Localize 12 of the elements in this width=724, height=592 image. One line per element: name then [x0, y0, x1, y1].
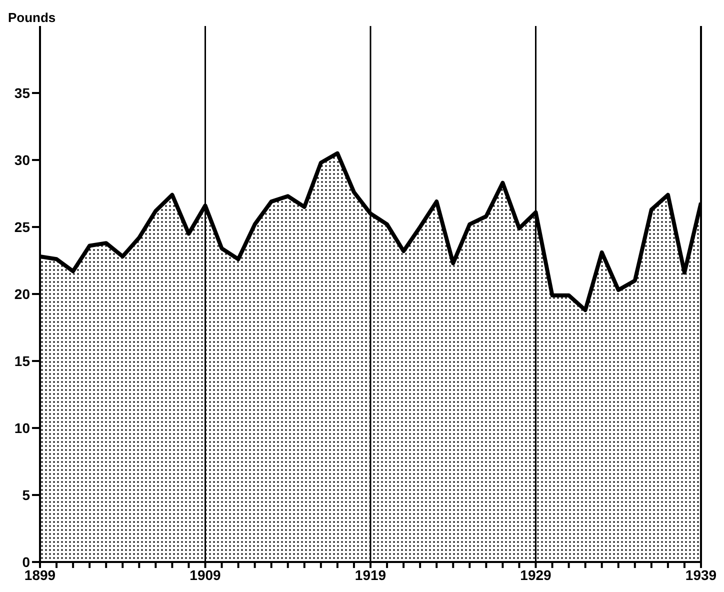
x-tick-label: 1919 [354, 566, 386, 583]
y-tick-label: 35 [14, 84, 30, 101]
y-tick-label: 5 [22, 486, 30, 503]
y-tick-label: 25 [14, 218, 30, 235]
y-tick-label: 30 [14, 152, 30, 168]
y-tick-label: 15 [14, 352, 30, 369]
y-tick-label: 20 [14, 286, 30, 302]
y-tick-label: 10 [14, 420, 30, 436]
x-tick-label: 1939 [685, 566, 717, 583]
x-tick-label: 1909 [190, 566, 222, 583]
y-axis-title: Pounds [8, 10, 56, 25]
x-tick-label: 1929 [520, 566, 552, 583]
